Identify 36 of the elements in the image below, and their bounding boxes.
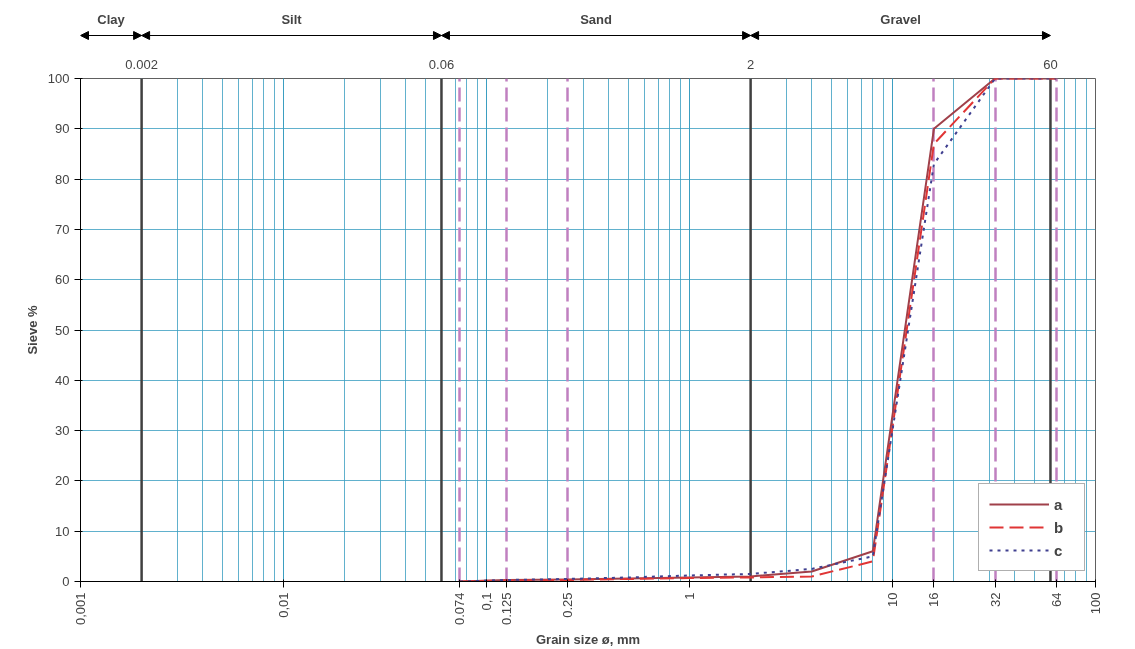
x-tick-label: 0.074 (452, 592, 468, 626)
x-tick-label: 0,01 (276, 592, 291, 618)
y-tick-label: 90 (55, 121, 70, 137)
x-tick-label: 16 (926, 592, 942, 607)
ref-line-label: 0.002 (125, 57, 158, 73)
legend-label: c (1054, 541, 1064, 559)
text: Silt (281, 12, 303, 28)
x-tick-label: 1 (682, 592, 697, 600)
x-tick-label: 0.125 (498, 592, 514, 626)
text: Gravel (880, 12, 921, 28)
x-tick-label: 0,1 (479, 592, 494, 611)
ref-line-label: 2 (746, 57, 755, 73)
legend-label: a (1054, 495, 1064, 513)
y-tick-label: 60 (55, 272, 70, 288)
x-axis-title: Grain size ø, mm (535, 632, 641, 648)
ref-line-label: 60 (1043, 57, 1058, 73)
text: Clay (97, 12, 126, 28)
y-axis-title: Sieve % (24, 304, 40, 355)
y-tick-label: 10 (55, 523, 70, 539)
x-tick-label: 0.25 (559, 592, 575, 618)
y-tick-label: 30 (55, 423, 70, 439)
y-tick-label: 50 (55, 322, 70, 338)
x-tick-label: 0,001 (73, 592, 88, 626)
legend-label: b (1054, 518, 1065, 536)
y-tick-label: 0 (62, 574, 70, 589)
y-tick-label: 100 (47, 71, 70, 86)
text: Sand (580, 12, 612, 28)
y-tick-label: 70 (55, 221, 70, 237)
ref-line-label: 0.06 (428, 57, 455, 73)
x-tick-label: 10 (885, 592, 900, 607)
x-tick-label: 32 (987, 592, 1003, 607)
y-tick-label: 80 (55, 171, 70, 187)
x-tick-label: 100 (1088, 592, 1103, 615)
y-tick-label: 40 (55, 372, 70, 388)
y-tick-label: 20 (55, 473, 70, 489)
x-tick-label: 64 (1048, 592, 1064, 607)
